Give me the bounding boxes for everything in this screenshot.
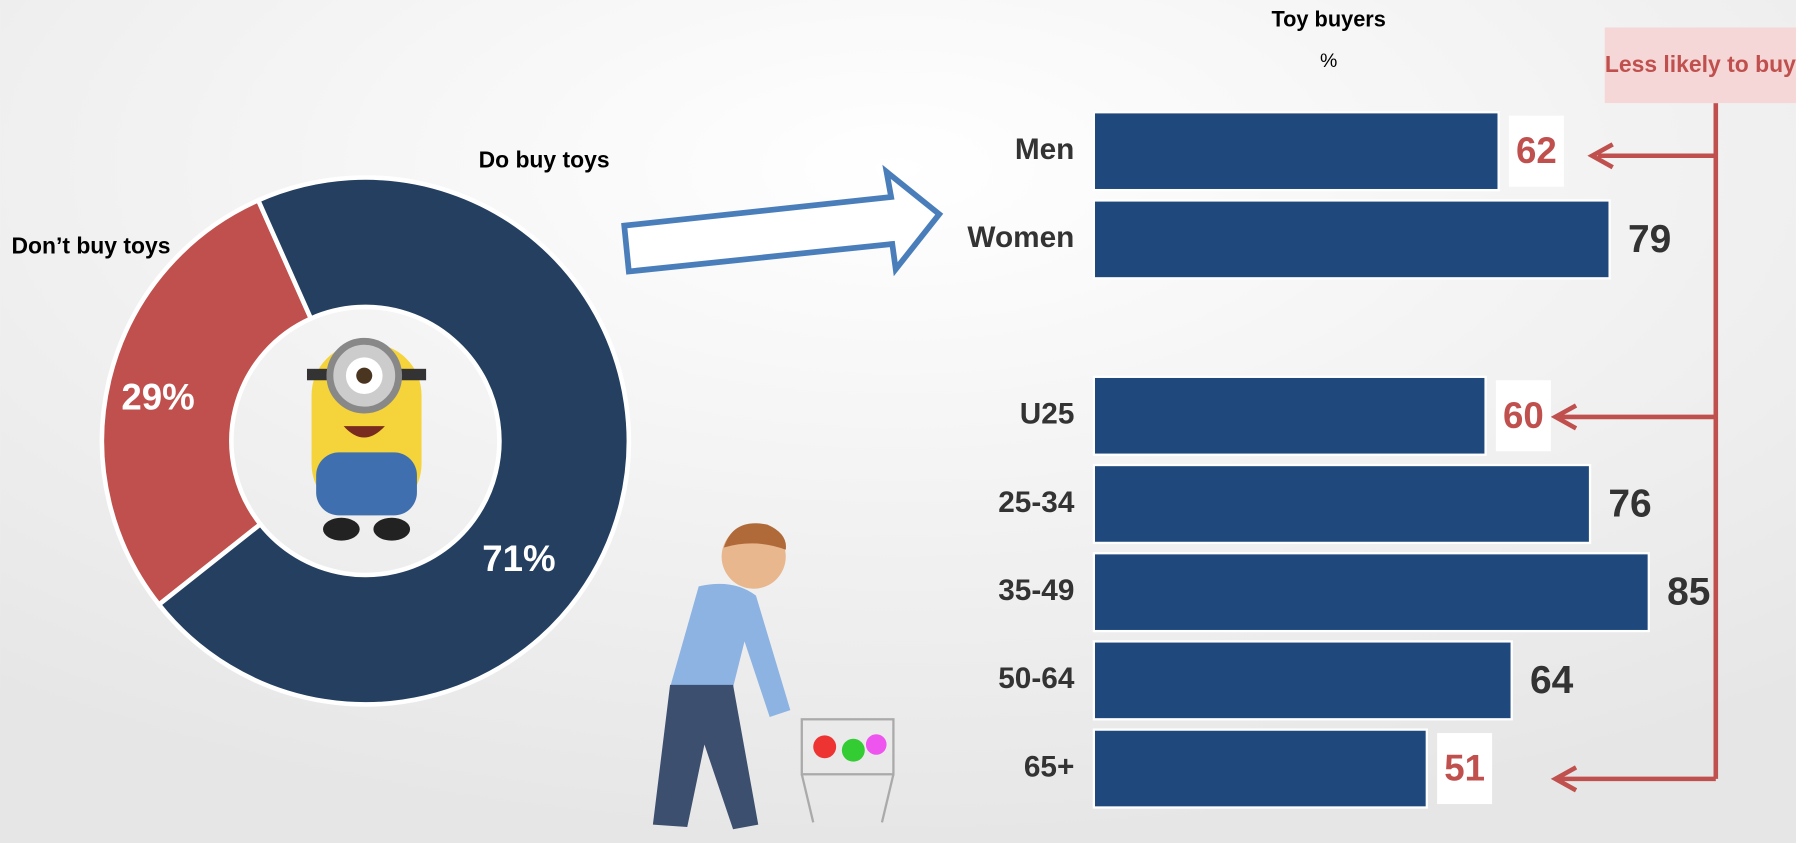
page: {"chart_data": [ {"type": "donut", "cate… (0, 0, 1796, 843)
chart: Less likely to buy Toy buyers % 29% Don’t… (0, 0, 1796, 843)
category-label: 65+ (1024, 750, 1074, 783)
category-label: U25 (1020, 398, 1075, 431)
value-label: 79 (1628, 218, 1671, 261)
value-label: 76 (1608, 483, 1651, 526)
category-label: Don’t buy toys (11, 232, 170, 258)
bar (1094, 200, 1610, 278)
chart-subtitle: % (1320, 50, 1337, 72)
bar (1094, 553, 1649, 631)
bar (1094, 730, 1427, 808)
category-label: Do buy toys (479, 147, 610, 173)
value-label: 60 (1503, 395, 1544, 436)
category-label: Men (1015, 133, 1075, 166)
annotation-container: Less likely to buy (1605, 27, 1796, 103)
category-label: Women (967, 221, 1074, 254)
value-label: 64 (1530, 659, 1574, 702)
value-label: 29% (121, 376, 194, 417)
value-label: 62 (1516, 130, 1557, 171)
value-label: 85 (1667, 571, 1710, 614)
bar (1094, 377, 1486, 455)
category-label: 50-64 (998, 662, 1075, 695)
category-label: 35-49 (998, 574, 1074, 607)
chart-title: Toy buyers (1271, 6, 1385, 31)
value-label: 51 (1444, 748, 1485, 789)
value-label: 71% (482, 538, 555, 579)
category-label: 25-34 (998, 486, 1075, 519)
annotation: Less likely to buy (1605, 27, 1796, 103)
bar (1094, 465, 1590, 543)
bar (1094, 641, 1512, 719)
bar (1094, 112, 1499, 190)
